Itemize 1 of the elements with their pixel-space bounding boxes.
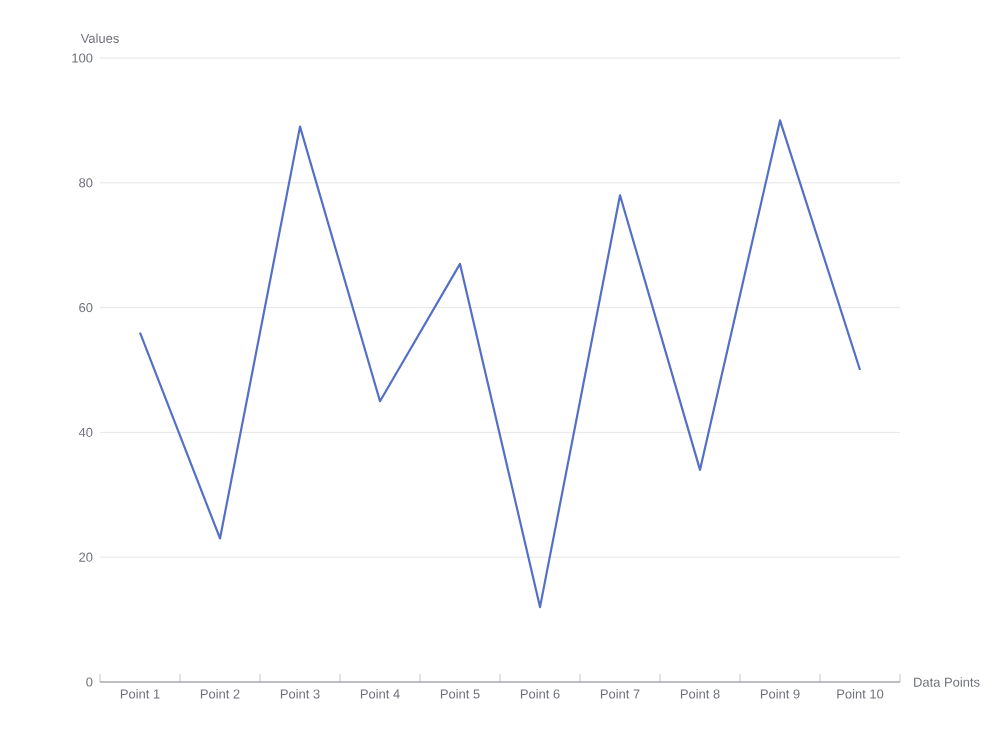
- line-series: [138, 119, 862, 609]
